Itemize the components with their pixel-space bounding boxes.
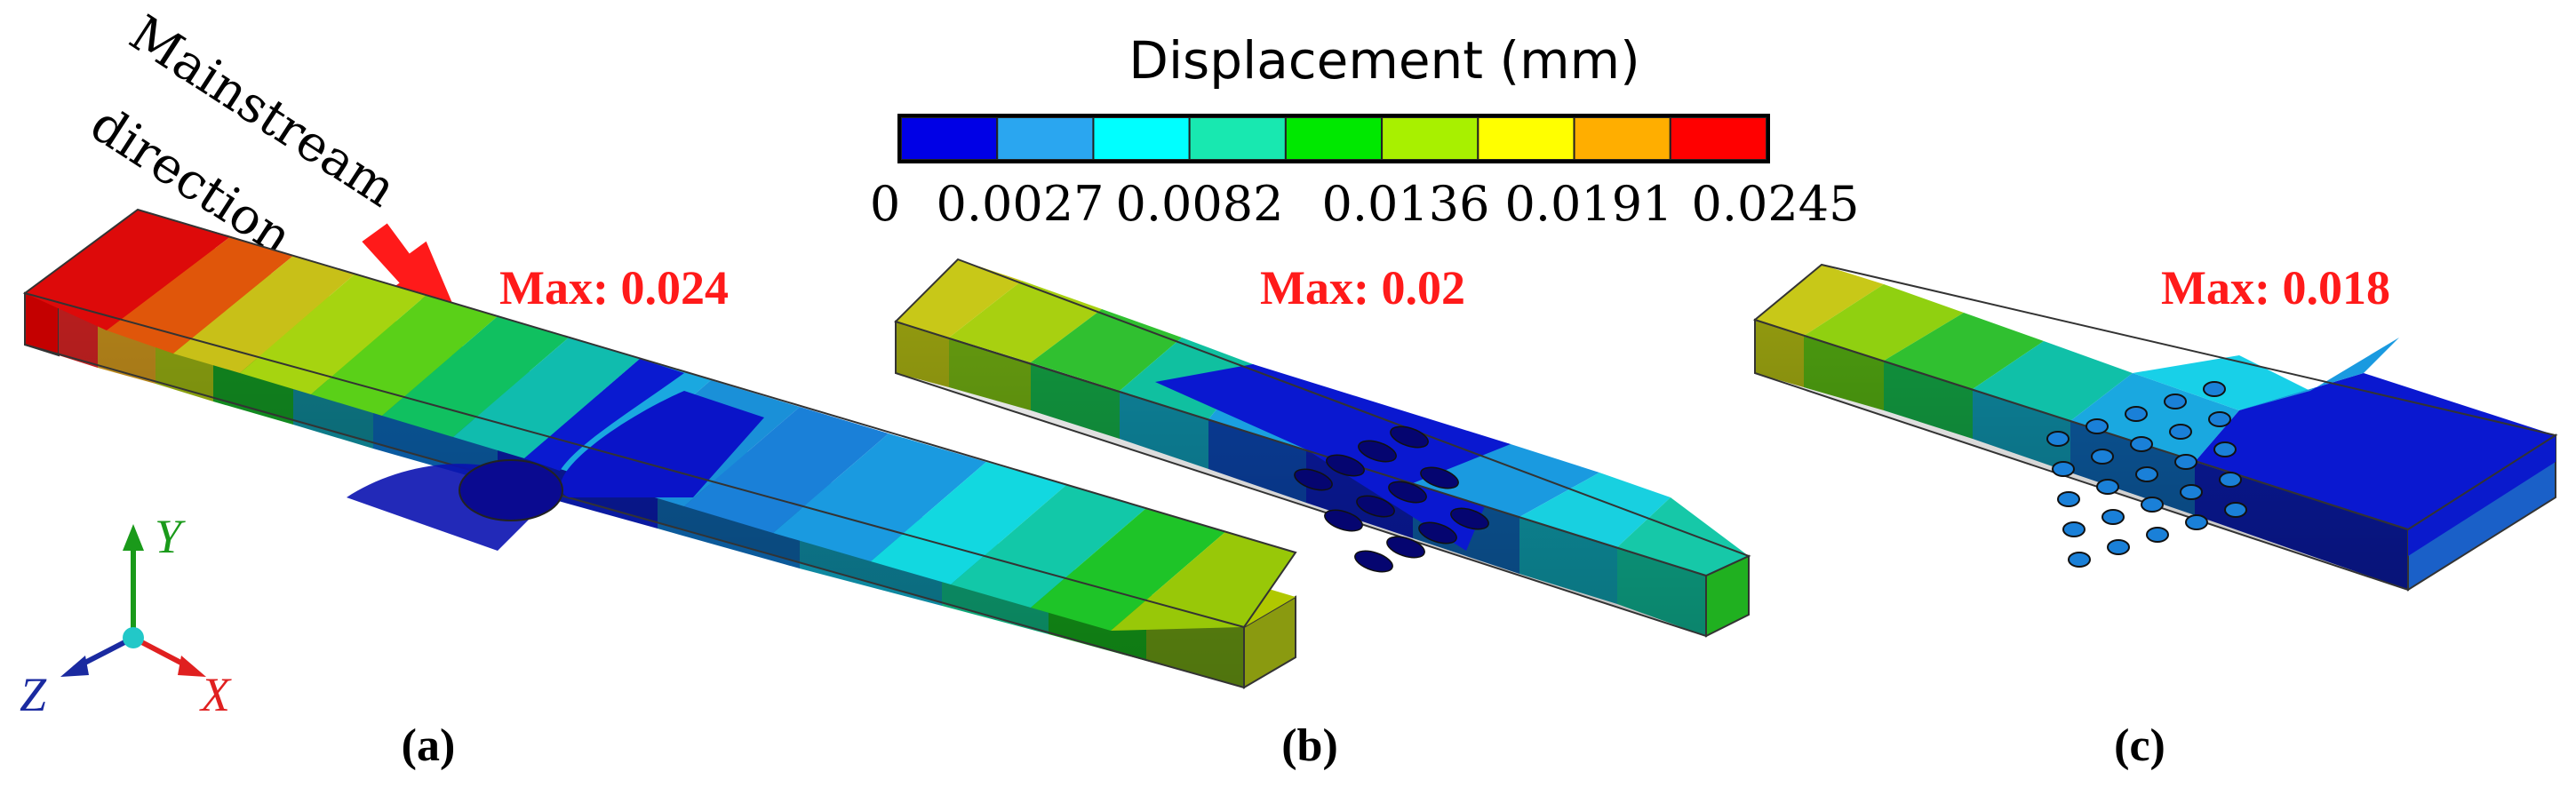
hole	[2164, 394, 2187, 409]
hole	[1324, 509, 1363, 532]
hole	[2062, 521, 2086, 537]
panel-a-label: (a)	[402, 720, 456, 771]
colorbar-swatch	[1669, 116, 1768, 161]
hole	[2185, 514, 2208, 530]
coordinate-triad: Y X Z	[20, 510, 232, 721]
colorbar-tick-1: 0.0027	[937, 176, 1105, 232]
colorbar-swatch	[1381, 116, 1479, 161]
colorbar-frame	[897, 114, 1770, 163]
hole	[1354, 550, 1393, 573]
plate-a-end-face	[25, 293, 59, 355]
colorbar-swatch	[900, 116, 999, 161]
hole	[1450, 507, 1489, 530]
hole	[1418, 521, 1457, 545]
hole	[2101, 509, 2125, 525]
colorbar-swatches	[900, 116, 1768, 161]
hole	[2219, 472, 2242, 488]
hole	[2135, 466, 2158, 482]
panel-c-label: (c)	[2114, 720, 2165, 771]
colorbar-swatch	[1573, 116, 1671, 161]
hole	[1388, 481, 1427, 504]
z-arrow-icon	[60, 656, 89, 677]
hole	[2208, 411, 2231, 427]
hole	[2169, 424, 2192, 440]
panel-b-label: (b)	[1281, 720, 1338, 771]
hole	[2180, 484, 2203, 500]
axis-y-label: Y	[155, 510, 186, 563]
hole	[2068, 552, 2091, 568]
y-arrow-icon	[123, 524, 144, 551]
plate-b	[894, 258, 1751, 638]
hole	[2091, 449, 2114, 465]
hole	[2130, 436, 2153, 452]
origin-dot	[123, 627, 144, 648]
hole	[1420, 466, 1459, 489]
colorbar-swatch	[1284, 116, 1384, 161]
hole	[2046, 431, 2070, 447]
hole	[1326, 454, 1365, 477]
hole	[1358, 440, 1397, 463]
mainstream-arrow-icon	[362, 223, 452, 303]
panel-c-max-label: Max: 0.018	[2161, 261, 2390, 314]
hole	[2203, 381, 2226, 397]
plate-c	[1752, 263, 2558, 592]
hole	[2057, 491, 2080, 507]
hole	[1390, 425, 1429, 449]
plate-c-holes	[2046, 381, 2247, 568]
plate-a-hole	[459, 459, 563, 521]
colorbar-swatch	[1477, 116, 1575, 161]
hole	[2052, 461, 2075, 477]
axis-x-label: X	[199, 668, 232, 721]
hole	[1386, 536, 1425, 559]
colorbar-tick-5: 0.0245	[1692, 176, 1860, 232]
hole	[2086, 418, 2109, 434]
plate-b-holes	[1294, 425, 1489, 573]
hole	[1294, 468, 1333, 491]
colorbar-ticks: 0 0.0027 0.0082 0.0136 0.0191 0.0245	[870, 176, 1860, 232]
colorbar-swatch	[1188, 116, 1287, 161]
hole	[2125, 406, 2148, 422]
hole	[2141, 497, 2164, 513]
hole	[2213, 441, 2237, 457]
hole	[2224, 502, 2247, 518]
plate-b-top-face	[894, 258, 1751, 577]
colorbar-tick-2: 0.0082	[1116, 176, 1284, 232]
plate-c-top-face	[1752, 263, 2558, 531]
axis-z-label: Z	[20, 668, 47, 721]
plate-a-top-overlay	[22, 208, 1297, 631]
colorbar-swatch	[1092, 116, 1191, 161]
hole	[2146, 527, 2169, 543]
x-arrow-icon	[178, 656, 206, 677]
colorbar-tick-0: 0	[870, 176, 900, 232]
hole	[2096, 479, 2119, 495]
colorbar-tick-3: 0.0136	[1322, 176, 1490, 232]
colorbar-title: Displacement (mm)	[1128, 30, 1639, 91]
hole	[2107, 539, 2130, 555]
colorbar-swatch	[996, 116, 1095, 161]
plate-a	[22, 208, 1297, 689]
hole	[1356, 495, 1395, 518]
panel-a-max-label: Max: 0.024	[499, 261, 729, 314]
hole	[2174, 454, 2197, 470]
panel-b-max-label: Max: 0.02	[1260, 261, 1465, 314]
colorbar-tick-4: 0.0191	[1505, 176, 1673, 232]
colorbar: Displacement (mm) 0 0.0027 0.0082 0.0136…	[870, 30, 1860, 232]
